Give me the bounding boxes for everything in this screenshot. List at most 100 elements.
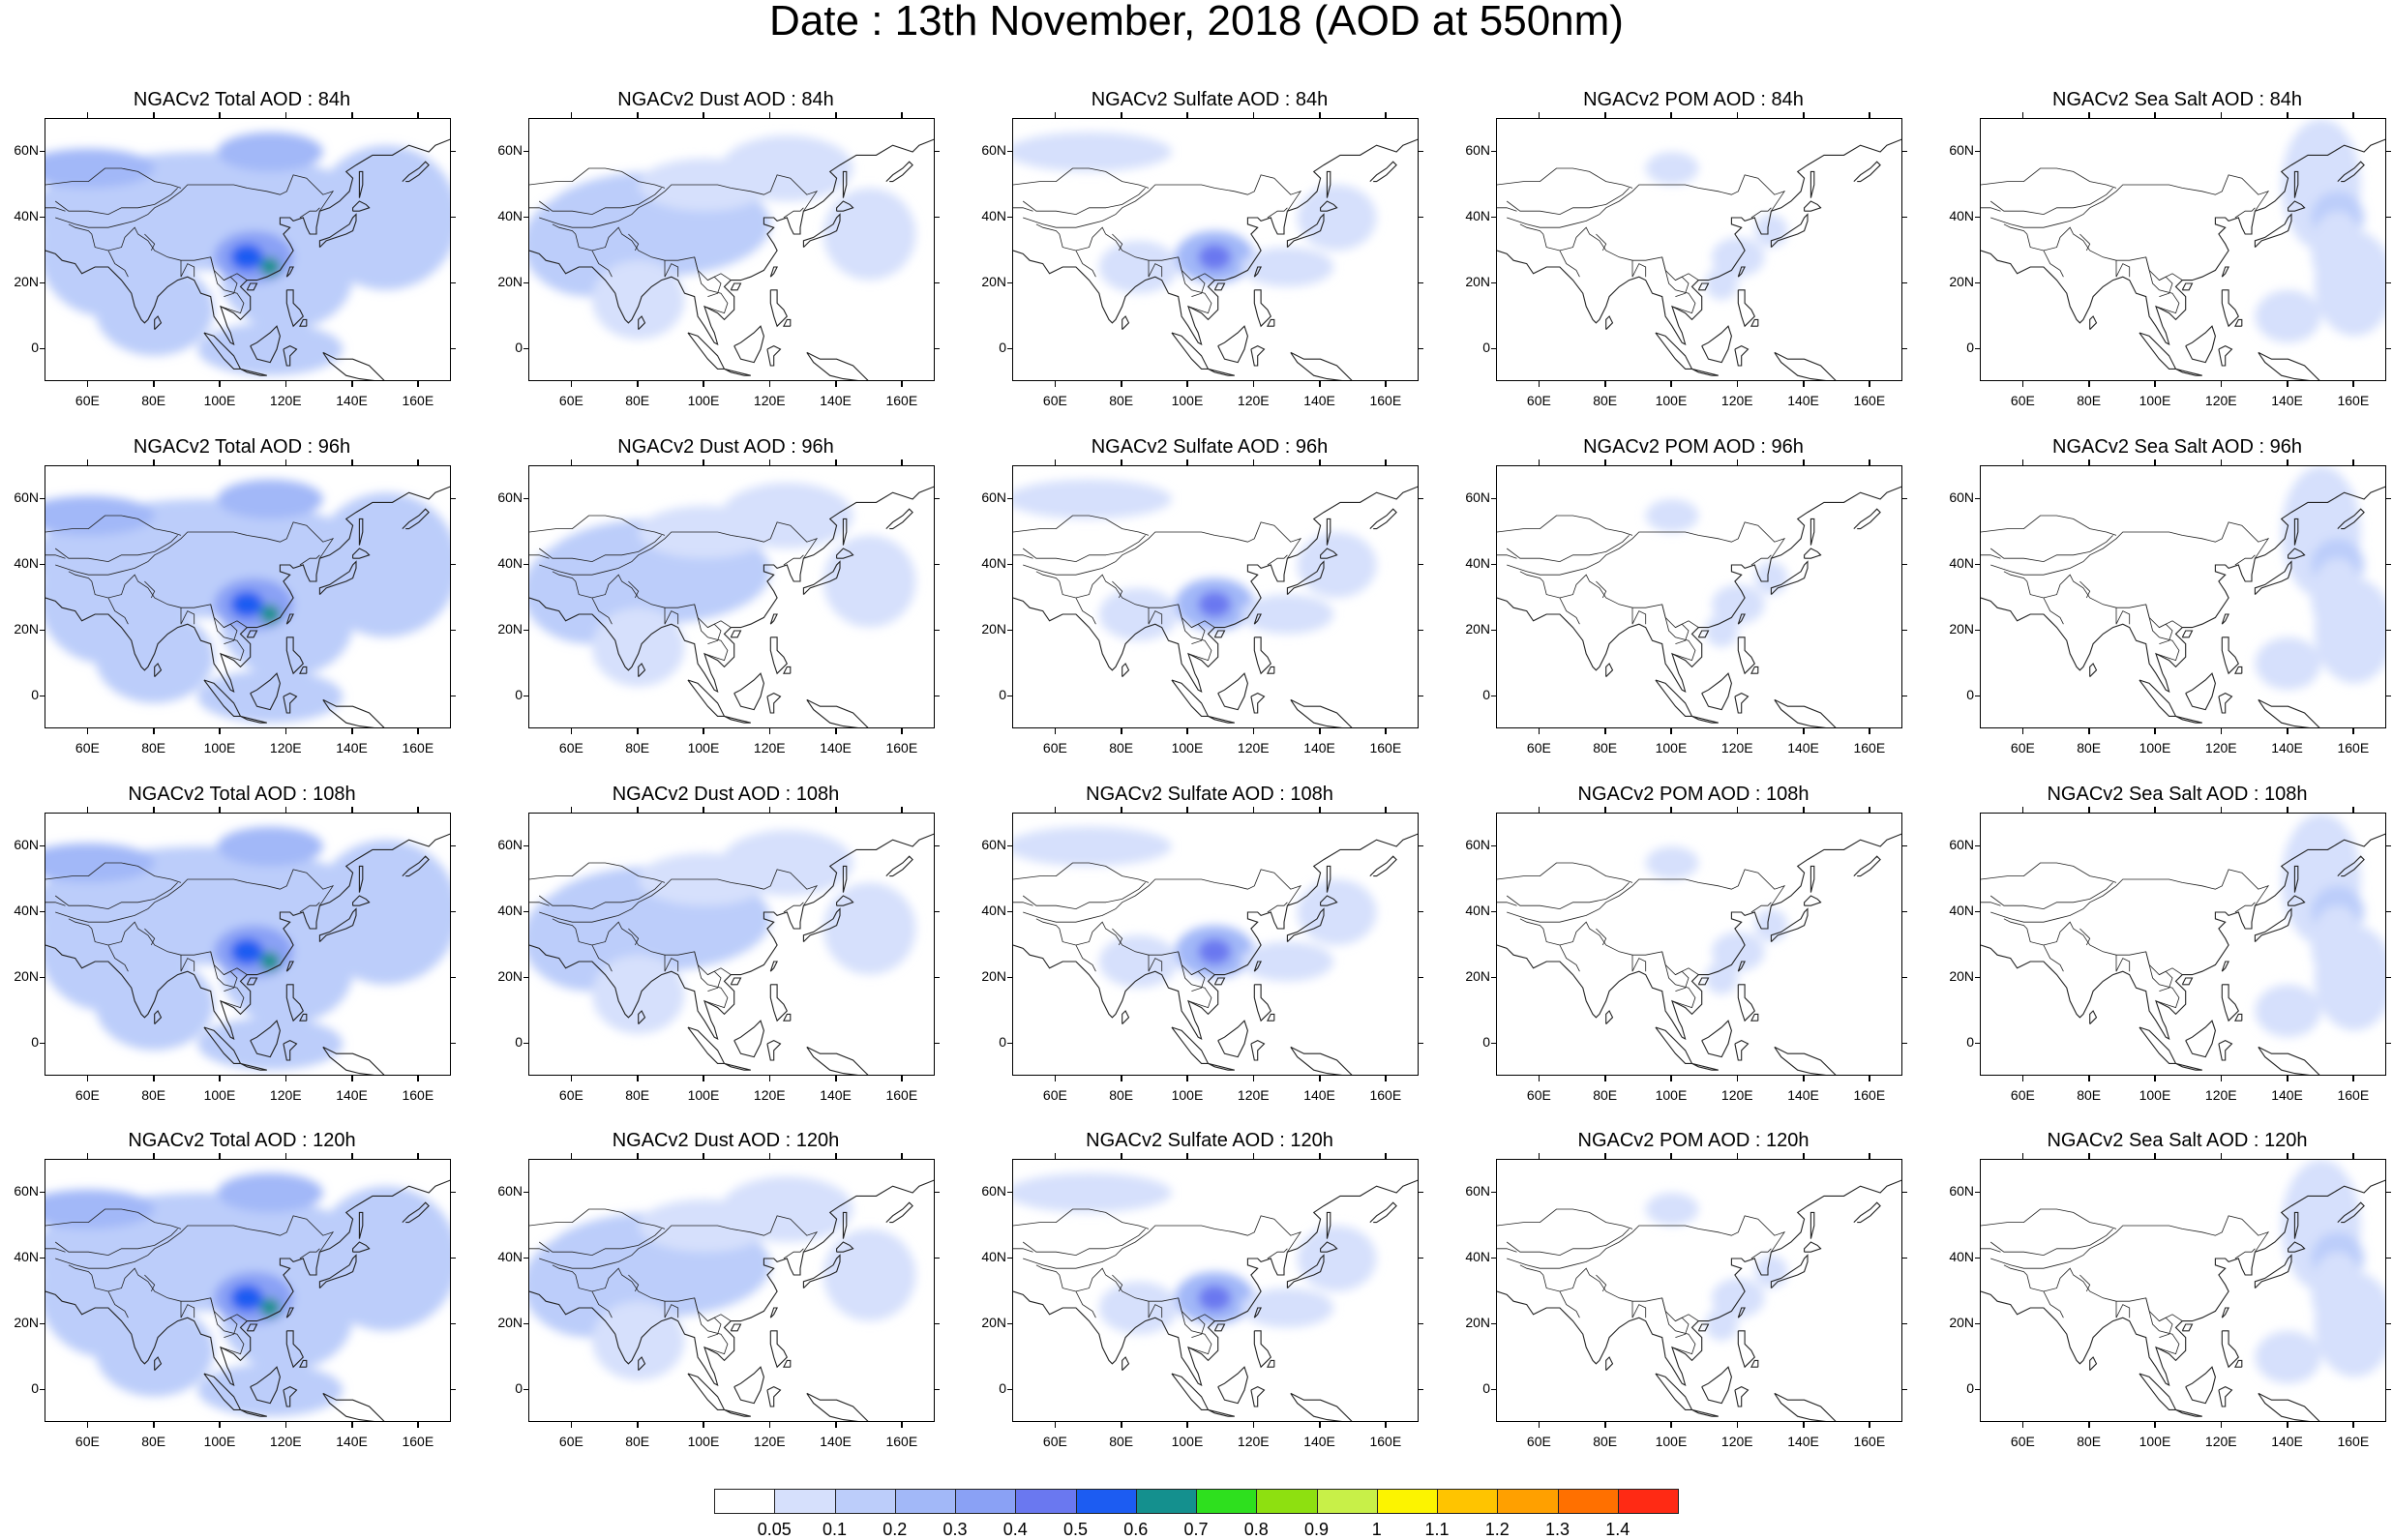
map-line bbox=[1286, 560, 1325, 595]
aod-blob bbox=[1711, 237, 1765, 278]
map-line bbox=[2079, 233, 2091, 252]
lat-tick bbox=[1491, 347, 1496, 349]
lon-tick bbox=[2287, 112, 2288, 118]
map-line bbox=[783, 1359, 792, 1368]
colorbar-box bbox=[955, 1489, 1017, 1514]
map-line bbox=[1290, 1046, 1353, 1075]
map-panel-seasalt-108h: NGACv2 Sea Salt AOD : 108h 60N 40N 20N 0 60E 8… bbox=[1935, 780, 2393, 1126]
lon-tick bbox=[637, 807, 639, 813]
lat-tick bbox=[40, 976, 45, 978]
map-line bbox=[2258, 1392, 2320, 1421]
aod-shading bbox=[529, 830, 916, 1034]
map-line bbox=[1750, 1248, 1772, 1259]
lon-tick bbox=[284, 459, 287, 465]
aod-blob bbox=[1241, 1288, 1334, 1328]
map-line bbox=[783, 318, 792, 327]
lon-tick bbox=[351, 1153, 353, 1159]
lat-tick bbox=[935, 695, 940, 696]
aod-blob bbox=[1711, 1278, 1765, 1318]
map-line bbox=[1981, 515, 2117, 536]
lat-tick bbox=[523, 1042, 528, 1044]
lat-tick bbox=[40, 695, 45, 696]
map-line bbox=[1253, 961, 1262, 972]
map-line bbox=[2026, 1267, 2183, 1322]
lon-tick bbox=[1604, 1076, 1606, 1081]
lat-label: 40N bbox=[1949, 208, 1974, 223]
lat-tick bbox=[2386, 1388, 2391, 1390]
map-line bbox=[724, 1062, 751, 1071]
lon-tick bbox=[417, 1076, 419, 1081]
map-line bbox=[802, 560, 841, 595]
map-line bbox=[1208, 715, 1235, 724]
map-line bbox=[1989, 882, 2113, 910]
lat-tick bbox=[1975, 216, 1980, 218]
lon-tick bbox=[1385, 728, 1387, 734]
map-line bbox=[2293, 1211, 2299, 1239]
aod-blob bbox=[1241, 941, 1334, 982]
map-line bbox=[2089, 315, 2098, 330]
map-line bbox=[55, 869, 335, 923]
lat-tick bbox=[1007, 1042, 1012, 1044]
lat-tick bbox=[1007, 281, 1012, 283]
aod-blob bbox=[823, 535, 916, 628]
lon-tick bbox=[284, 1076, 287, 1081]
lat-label: 40N bbox=[1465, 555, 1490, 571]
map-line bbox=[2234, 666, 2243, 674]
map-line bbox=[2115, 607, 2131, 625]
lat-tick bbox=[40, 150, 45, 152]
lon-tick bbox=[1252, 807, 1255, 813]
lon-tick bbox=[1538, 728, 1540, 734]
map-line bbox=[1655, 1026, 1693, 1064]
lat-tick bbox=[1491, 1388, 1496, 1390]
map-line bbox=[694, 256, 729, 314]
map-line bbox=[283, 692, 298, 714]
map-line bbox=[1981, 1208, 2117, 1229]
aod-blob bbox=[1645, 846, 1699, 879]
map-line bbox=[1596, 928, 1607, 946]
lat-label: 0 bbox=[515, 340, 523, 355]
lon-label: 120E bbox=[753, 740, 786, 755]
coastlines bbox=[1497, 138, 1901, 380]
lat-tick bbox=[935, 629, 940, 631]
lat-tick bbox=[2386, 1042, 2391, 1044]
map-line bbox=[68, 1264, 93, 1276]
lat-tick bbox=[935, 1042, 940, 1044]
lat-tick bbox=[40, 844, 45, 846]
map-line bbox=[1774, 698, 1837, 727]
map-line bbox=[802, 213, 841, 248]
lon-tick bbox=[1869, 1153, 1870, 1159]
map-line bbox=[2254, 560, 2292, 595]
aod-blob bbox=[45, 148, 155, 189]
map-line bbox=[1804, 1241, 1822, 1253]
map-line bbox=[299, 318, 308, 327]
lat-tick bbox=[1902, 1388, 1907, 1390]
lon-label: 100E bbox=[1171, 1434, 1204, 1449]
map-line bbox=[299, 554, 320, 566]
lat-tick bbox=[935, 216, 940, 218]
map-line bbox=[250, 672, 281, 711]
map-line bbox=[769, 1307, 778, 1318]
map-line bbox=[664, 1301, 679, 1318]
colorbar-label: 0.1 bbox=[822, 1520, 848, 1539]
lon-tick bbox=[570, 728, 573, 734]
map-line bbox=[45, 833, 450, 1040]
lat-tick bbox=[1419, 910, 1423, 912]
lon-label: 80E bbox=[141, 740, 166, 755]
map-line bbox=[180, 260, 195, 278]
lon-tick bbox=[153, 1076, 155, 1081]
aod-map bbox=[1980, 1159, 2386, 1422]
aod-blob bbox=[259, 1297, 281, 1318]
map-line bbox=[2139, 1373, 2177, 1410]
map-line bbox=[687, 1026, 726, 1064]
map-line bbox=[836, 548, 854, 559]
map-line bbox=[2175, 1062, 2202, 1071]
map-line bbox=[2218, 344, 2233, 367]
aod-blob bbox=[1198, 938, 1232, 965]
map-line bbox=[144, 233, 156, 252]
aod-blob bbox=[1098, 587, 1179, 641]
lon-label: 60E bbox=[1526, 740, 1551, 755]
lat-tick bbox=[1419, 281, 1423, 283]
lat-label: 60N bbox=[1949, 1183, 1974, 1199]
map-line bbox=[2079, 580, 2091, 599]
map-line bbox=[664, 260, 679, 278]
